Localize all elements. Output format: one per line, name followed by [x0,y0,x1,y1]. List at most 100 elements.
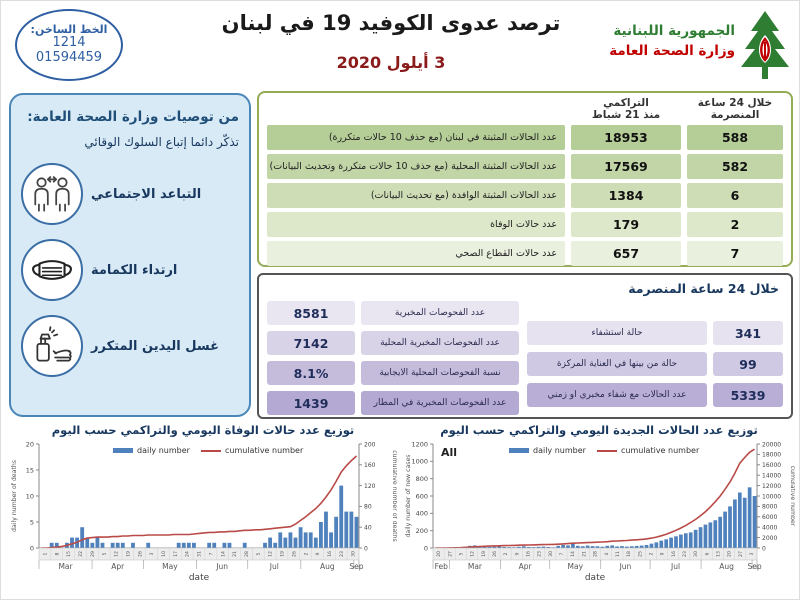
daily-bar [115,542,120,548]
daily-bar [110,542,115,548]
stats-header: خلال 24 ساعة المنصرمة [628,281,779,296]
face-mask-icon [21,239,83,301]
daily-bar [293,537,298,548]
daily-bar [507,547,511,548]
daily-bar [487,546,492,548]
day-tick-label: 31 [197,551,203,557]
daily-bar [752,496,757,548]
day-tick-label: 19 [280,551,286,557]
y-tick-label: 6000 [762,514,777,521]
stats-box: خلال 24 ساعة المنصرمة 341 حالة استشفاء 99 ح… [257,273,793,419]
day-tick-label: 12 [268,551,274,557]
daily-bar [349,511,354,548]
day-tick-label: 19 [125,551,131,557]
day-tick-label: 28 [593,551,599,557]
col-header-cumulative: التراكمي منذ 21 شباط [571,97,681,121]
daily-bar [639,545,644,548]
stats-label: عدد الفحوصات المخبرية في المطار [361,391,519,415]
stats-row: 341 حالة استشفاء [527,321,783,345]
day-tick-label: 14 [570,551,576,557]
table-row: 588 18953 عدد الحالات المثبتة في لبنان (مع… [267,125,783,150]
day-tick-label: 16 [671,551,677,557]
org-line-ministry: وزارة الصحة العامة [609,43,735,60]
stats-row: نسبة الفحوصات المحلية الايجابية 8.1% [267,361,519,385]
daily-bar [354,516,359,548]
month-label: Jul [269,562,279,571]
month-label: Jul [670,562,680,571]
deaths-chart-title: توزيع عدد حالات الوفاة اليومي والتراكمي … [51,423,355,437]
daily-bar [644,544,649,548]
month-label: Sep [349,562,363,571]
day-tick-label: 2 [303,552,309,555]
month-label: Apr [519,562,533,571]
stats-row: 5339 عدد الحالات مع شفاء مخبري او زمني [527,383,783,407]
daily-bar [186,542,191,548]
day-tick-label: 9 [514,552,520,555]
y-tick-label: 120 [364,483,376,490]
cell-24h-value: 582 [687,154,783,179]
col-header-cum-line2: منذ 21 شباط [591,109,661,121]
day-tick-label: 3 [749,552,755,555]
day-tick-label: 9 [660,552,666,555]
y-tick-label: 200 [416,527,428,535]
month-label: Jun [619,562,632,571]
table-row: 2 179 عدد حالات الوفاة [267,212,783,237]
daily-bar [703,524,708,548]
daily-bar [482,546,487,548]
day-tick-label: 15 [66,551,72,557]
daily-bar [610,545,615,548]
y-tick-label: 400 [416,510,428,518]
report-date: 3 أيلول 2020 [336,53,446,72]
y-axis-title-right: cumulative number of deaths [391,450,397,542]
day-tick-label: 30 [693,551,699,557]
sidebar-item-label: التباعد الاجتماعي [91,186,202,202]
stats-row: 99 حالة من بينها في العناية المركزة [527,352,783,376]
day-tick-label: 23 [339,551,345,557]
daily-bar [95,537,100,548]
cell-cumulative-value: 1384 [571,183,681,208]
day-tick-label: 11 [615,551,621,557]
daily-bar [273,542,278,548]
day-tick-label: 16 [526,551,532,557]
daily-bar [747,487,752,548]
daily-bar [90,542,95,548]
month-label: Sep [747,562,761,571]
stats-row: عدد الفحوصات المخبرية المحلية 7142 [267,331,519,355]
month-label: May [568,562,584,571]
y-tick-label: 160 [364,462,376,469]
stats-right-column: 341 حالة استشفاء 99 حالة من بينها في العناي… [527,321,783,407]
day-tick-label: 30 [548,551,554,557]
y-tick-label: 8000 [762,504,777,511]
stats-row: عدد الفحوصات المخبرية 8581 [267,301,519,325]
day-tick-label: 6 [704,552,710,555]
daily-bar [313,537,318,548]
daily-bar [212,542,217,548]
cell-24h-value: 588 [687,125,783,150]
stats-label: حالة من بينها في العناية المركزة [527,352,707,376]
month-label: Mar [468,562,483,571]
day-tick-label: 8 [54,552,60,555]
sidebar-item-label: غسل اليدين المتكرر [91,338,219,354]
daily-bar [571,542,575,548]
cell-row-label: عدد الحالات المثبتة في لبنان (مع حذف 10 … [267,125,565,150]
daily-bar [54,542,59,548]
daily-bar [654,542,659,548]
daily-bar [556,545,561,548]
table-body: 588 18953 عدد الحالات المثبتة في لبنان (مع… [267,125,783,266]
col-header-24h-line1: خلال 24 ساعة [697,97,773,109]
prevention-sidebar: من توصيات وزارة الصحة العامة: تذكّر دائم… [9,93,251,417]
y-tick-label: 20 [26,440,34,448]
daily-bar [723,511,727,548]
daily-bar [288,532,293,548]
legend-daily-swatch [509,448,529,453]
daily-bar [319,522,323,548]
daily-bar [669,537,673,548]
stats-label: عدد الحالات مع شفاء مخبري او زمني [527,383,707,407]
day-tick-label: 28 [244,551,250,557]
day-tick-label: 23 [682,551,688,557]
new-cases-chart: توزيع عدد الحالات الجديدة اليومي والتراك… [403,423,796,598]
day-tick-label: 1 [43,552,49,555]
daily-bar [222,542,227,548]
stats-label: عدد الفحوصات المخبرية المحلية [361,331,519,355]
day-tick-label: 26 [492,551,498,557]
